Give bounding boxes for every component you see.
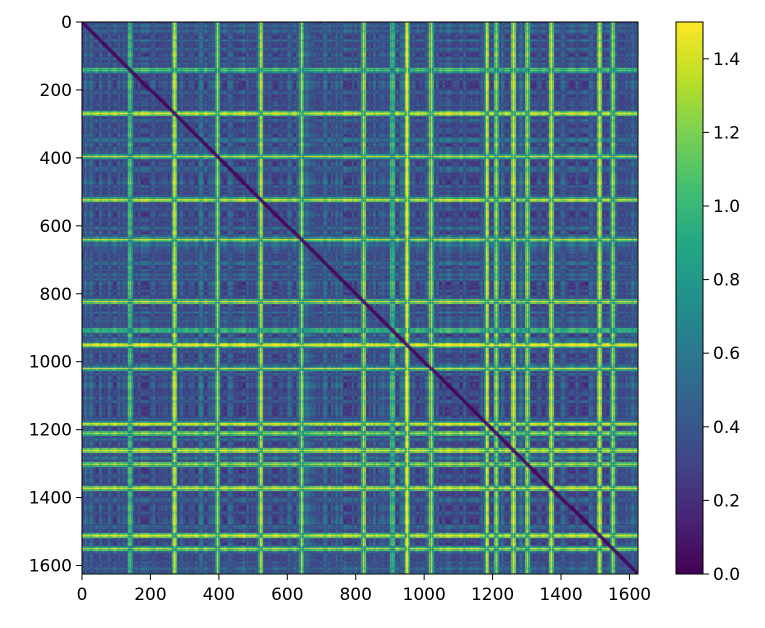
colorbar-tick-label: 0.4 — [713, 418, 740, 438]
y-tick-label: 400 — [40, 149, 72, 169]
x-tick-label: 0 — [77, 585, 88, 605]
colorbar-tick-label: 1.0 — [713, 197, 740, 217]
x-tick-label: 400 — [203, 585, 235, 605]
y-tick-label: 800 — [40, 285, 72, 305]
colorbar-frame — [675, 21, 704, 575]
y-tick-label: 1400 — [29, 489, 72, 509]
y-tick-label: 1200 — [29, 421, 72, 441]
heatmap-image — [82, 22, 638, 574]
y-tick-label: 200 — [40, 81, 72, 101]
y-axis: 0 200 400 600 800 1000 1200 1400 1600 — [29, 13, 82, 577]
y-tick-label: 1600 — [29, 557, 72, 577]
x-tick-label: 1000 — [403, 585, 446, 605]
x-tick-label: 1400 — [539, 585, 582, 605]
colorbar-tick-label: 1.2 — [713, 123, 740, 143]
x-tick-label: 1600 — [608, 585, 651, 605]
y-tick-label: 0 — [61, 13, 72, 33]
colorbar-tick-label: 1.4 — [713, 50, 740, 70]
colorbar-tick-label: 0.6 — [713, 344, 740, 364]
colorbar-tick-label: 0.8 — [713, 271, 740, 291]
heatmap-frame — [81, 21, 639, 575]
colorbar-tick-label: 0.2 — [713, 491, 740, 511]
x-tick-label: 600 — [271, 585, 303, 605]
heatmap-image-container — [82, 22, 638, 574]
x-tick-label: 200 — [134, 585, 166, 605]
x-tick-label: 1200 — [471, 585, 514, 605]
colorbar-tick-label: 0.0 — [713, 565, 740, 585]
colorbar — [676, 22, 703, 574]
colorbar-axis: 0.0 0.2 0.4 0.6 0.8 1.0 1.2 1.4 — [703, 50, 740, 585]
x-axis: 0 200 400 600 800 1000 1200 1400 1600 — [77, 574, 651, 605]
y-tick-label: 1000 — [29, 353, 72, 373]
x-tick-label: 800 — [339, 585, 371, 605]
y-tick-label: 600 — [40, 217, 72, 237]
